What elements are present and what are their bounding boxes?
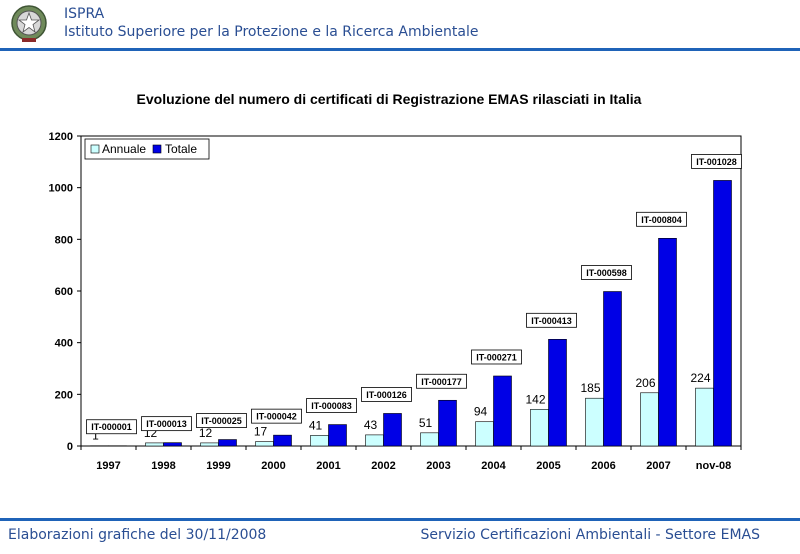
total-bar <box>603 291 622 447</box>
total-label-box <box>361 387 412 402</box>
total-bar <box>218 439 237 447</box>
annual-value-label: 224 <box>690 371 710 385</box>
total-value-label: IT-000177 <box>421 377 462 387</box>
total-label-box <box>196 413 247 428</box>
annual-value-label: 206 <box>635 376 655 390</box>
org-full-name: Istituto Superiore per la Protezione e l… <box>64 24 479 40</box>
plot-area: 0 200 400 600 800 1000 1200 1997 1IT-000001 1998 1… <box>49 131 742 472</box>
total-value-label: IT-000001 <box>91 422 132 432</box>
x-tick-label: 2003 <box>426 460 450 472</box>
total-value-label: IT-000013 <box>146 419 187 429</box>
annual-bar <box>585 397 604 447</box>
annual-value-label: 1 <box>92 429 99 443</box>
annual-bar <box>255 441 274 447</box>
annual-bar <box>640 392 659 447</box>
total-label-box <box>636 211 687 227</box>
annual-bar <box>200 442 219 447</box>
total-label-box <box>691 154 742 169</box>
annual-value-label: 51 <box>419 416 433 430</box>
annual-bar <box>475 421 494 447</box>
annual-value-label: 12 <box>199 426 213 440</box>
total-bar <box>383 413 402 447</box>
y-tick-label: 0 <box>67 441 73 453</box>
total-value-label: IT-000126 <box>366 390 407 400</box>
x-tick-label: 2005 <box>536 460 560 472</box>
annual-bar <box>310 435 329 447</box>
header: ISPRA Istituto Superiore per la Protezio… <box>0 0 800 48</box>
y-tick-label: 800 <box>55 234 73 246</box>
chart-title: Evoluzione del numero di certificati di … <box>137 91 642 107</box>
footer-divider <box>0 518 800 521</box>
annual-bar <box>695 387 714 447</box>
total-value-label: IT-000804 <box>641 215 682 225</box>
legend-swatch-annual <box>90 144 100 154</box>
total-bar <box>548 339 567 447</box>
annual-value-label: 41 <box>309 418 323 432</box>
total-value-label: IT-000042 <box>256 412 297 422</box>
annual-value-label: 94 <box>474 405 488 419</box>
x-tick-label: 1998 <box>151 460 175 472</box>
x-tick-label: 2000 <box>261 460 285 472</box>
y-tick-label: 1000 <box>49 183 73 195</box>
annual-value-label: 17 <box>254 425 268 439</box>
y-tick-label: 600 <box>55 286 73 298</box>
total-value-label: IT-000413 <box>531 316 572 326</box>
total-bar <box>713 180 732 447</box>
legend-frame <box>84 138 210 160</box>
total-label-box <box>581 265 632 280</box>
total-bar <box>328 424 347 447</box>
total-bar <box>273 434 292 447</box>
total-value-label: IT-000025 <box>201 416 242 426</box>
total-value-label: IT-001028 <box>696 157 737 167</box>
x-tick-label: 1997 <box>96 460 120 472</box>
total-value-label: IT-000271 <box>476 352 517 362</box>
y-tick-label: 1200 <box>49 131 73 143</box>
annual-bar <box>145 442 164 447</box>
annual-value-label: 185 <box>580 381 600 395</box>
total-value-label: IT-000598 <box>586 268 627 278</box>
org-name: ISPRA <box>64 6 105 22</box>
total-label-box <box>86 419 137 435</box>
total-label-box <box>416 373 467 389</box>
legend-label-annual: Annuale <box>102 142 146 156</box>
italian-republic-emblem-icon <box>11 5 47 42</box>
total-label-box <box>471 349 522 365</box>
x-tick-label: 2004 <box>481 460 506 472</box>
chart-legend: Annuale Totale <box>84 138 210 160</box>
footer-credit: Elaborazioni grafiche del 30/11/2008 <box>8 527 267 543</box>
total-value-label: IT-000083 <box>311 401 352 411</box>
total-bar <box>493 375 512 447</box>
y-tick-label: 400 <box>55 338 73 350</box>
annual-bar <box>530 409 549 447</box>
legend-label-total: Totale <box>165 142 197 156</box>
header-divider <box>0 48 800 51</box>
annual-bar <box>420 432 439 447</box>
total-label-box <box>141 416 192 432</box>
emas-certificates-chart: Evoluzione del numero di certificati di … <box>49 91 742 472</box>
x-tick-label: 2001 <box>316 460 340 472</box>
x-tick-label: 2006 <box>591 460 615 472</box>
footer-department: Servizio Certificazioni Ambientali - Set… <box>420 527 760 543</box>
x-tick-label: nov-08 <box>696 460 731 472</box>
y-tick-label: 200 <box>55 389 73 401</box>
x-tick-label: 1999 <box>206 460 230 472</box>
total-bar <box>163 442 182 447</box>
annual-bar <box>365 434 384 447</box>
x-tick-label: 2002 <box>371 460 395 472</box>
total-bar <box>658 238 677 447</box>
total-label-box <box>526 312 577 328</box>
total-label-box <box>251 408 302 424</box>
annual-value-label: 142 <box>525 392 545 406</box>
total-bar <box>438 399 457 447</box>
annual-value-label: 43 <box>364 418 378 432</box>
total-label-box <box>306 398 357 413</box>
x-tick-label: 2007 <box>646 460 670 472</box>
legend-swatch-total <box>152 144 162 154</box>
